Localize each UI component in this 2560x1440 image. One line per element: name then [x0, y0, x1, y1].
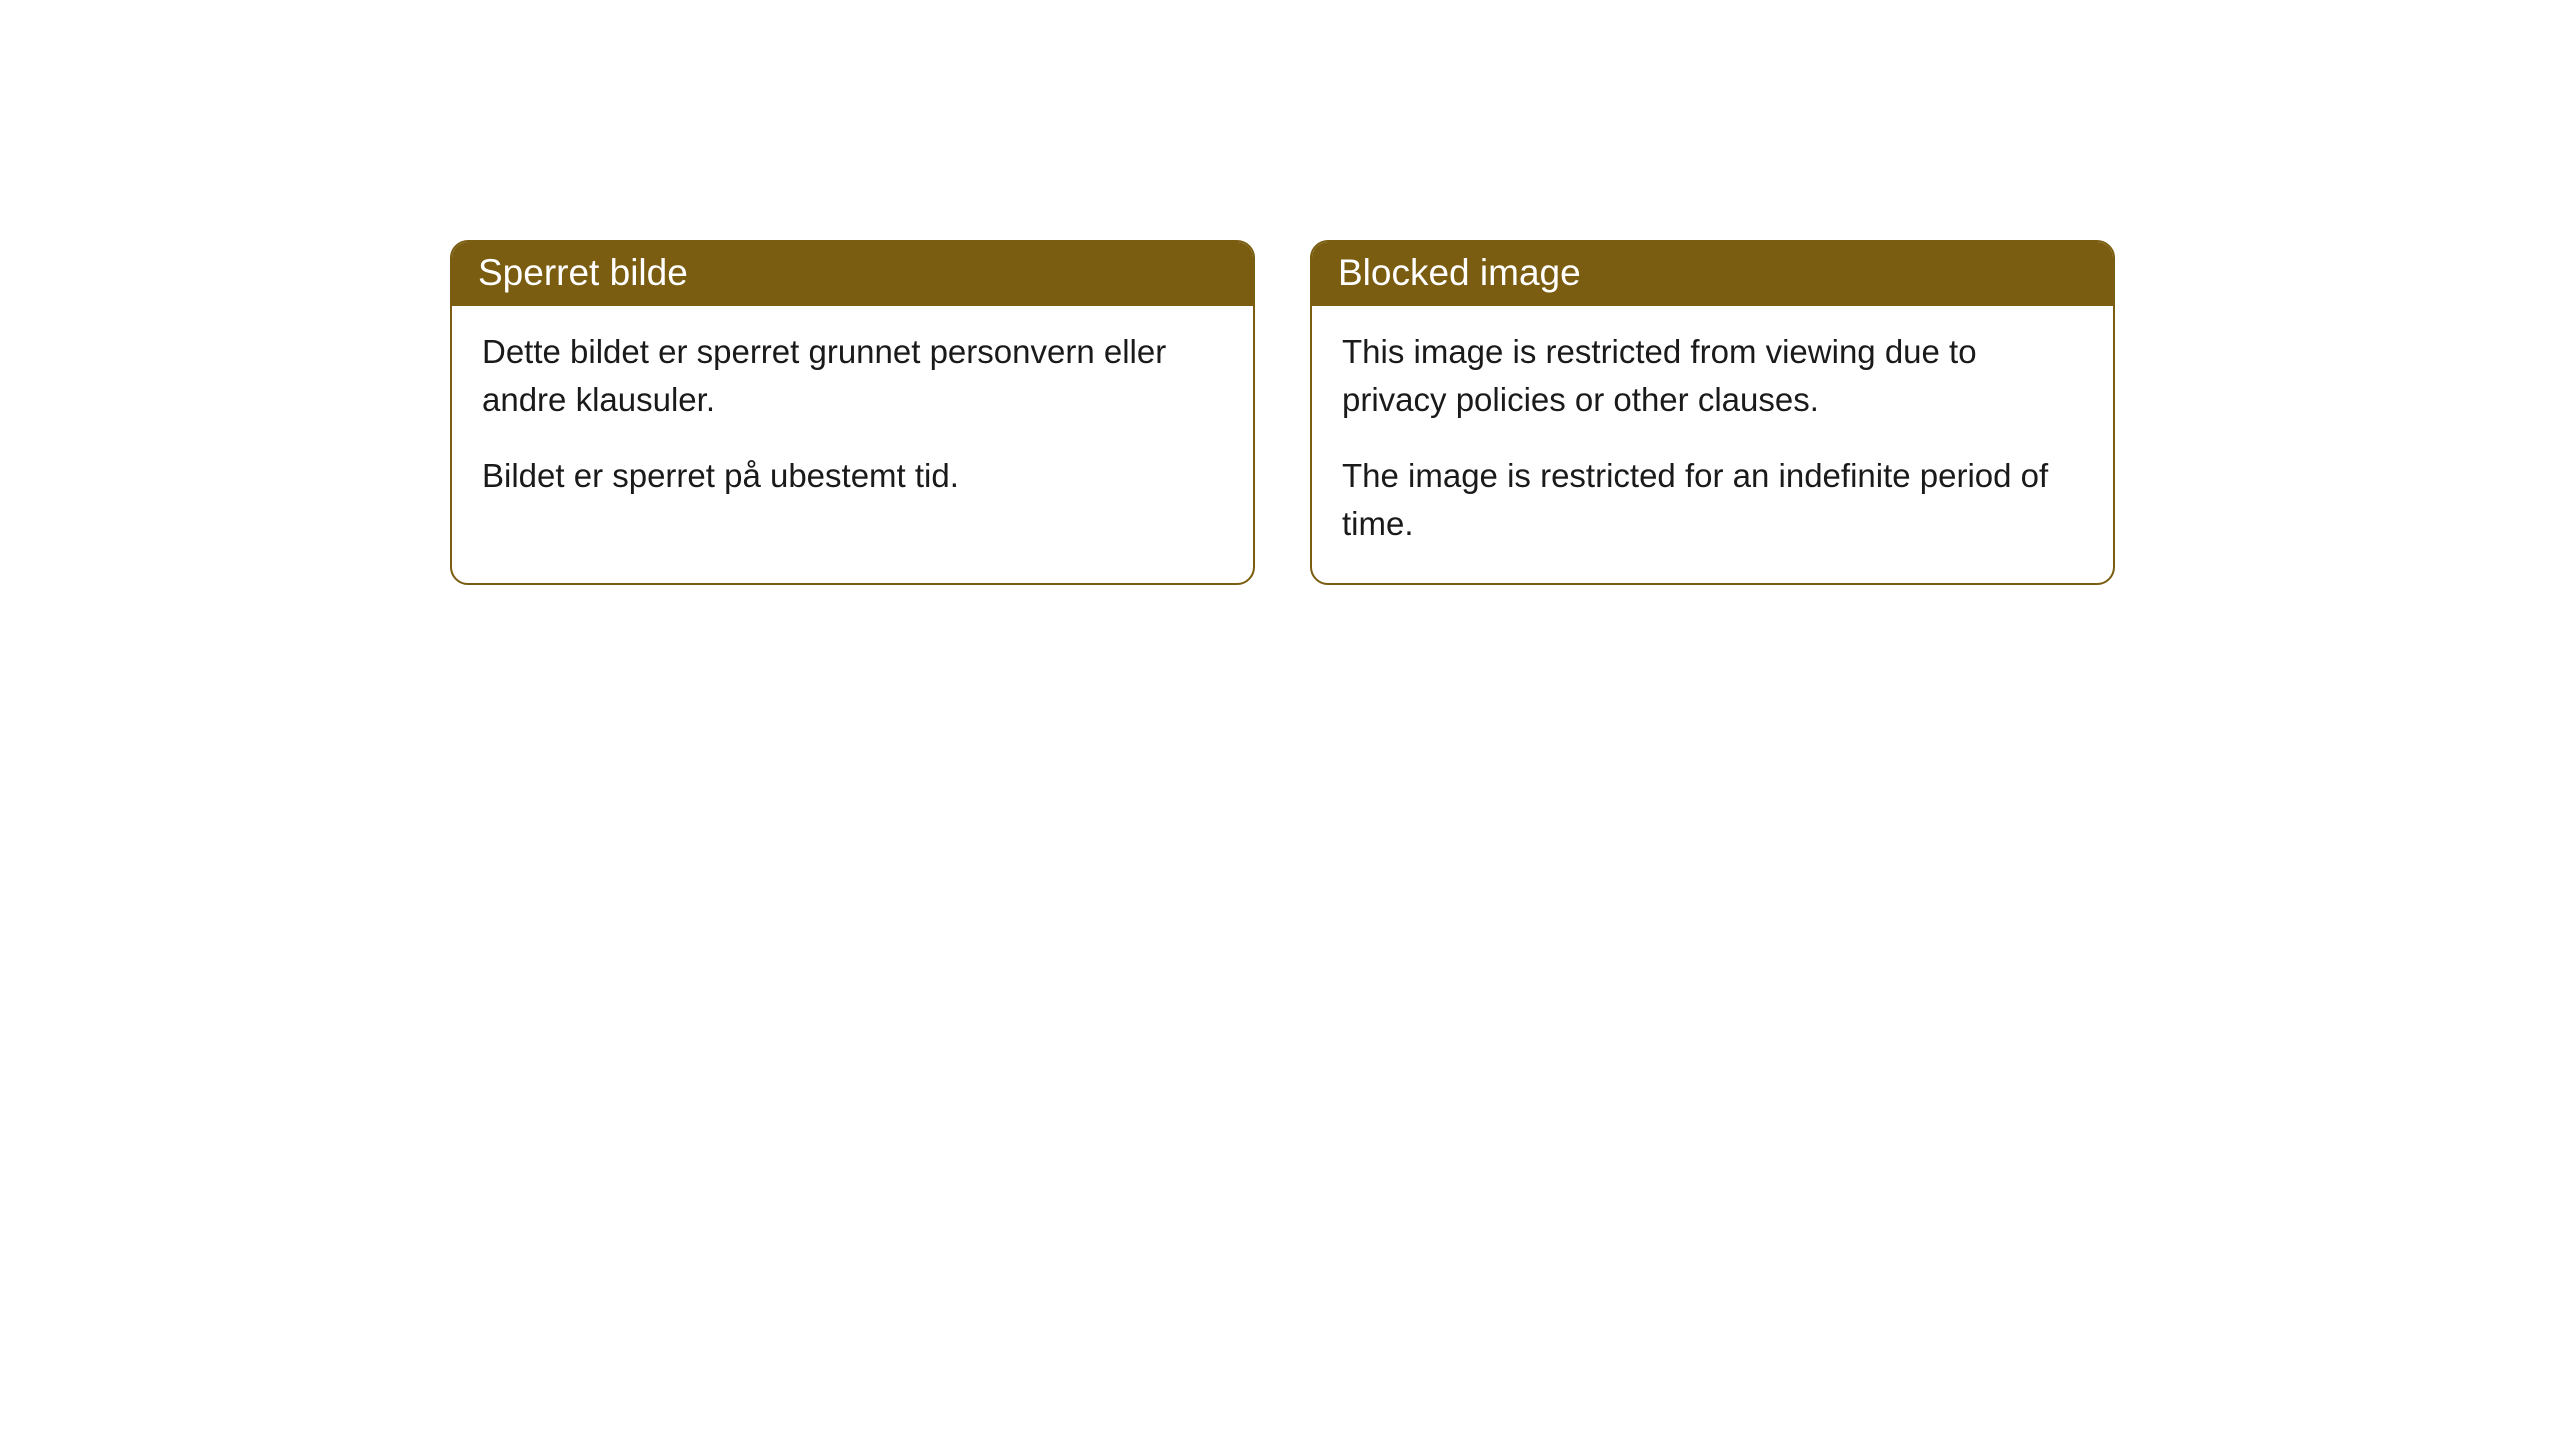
card-paragraph: This image is restricted from viewing du…	[1342, 328, 2083, 424]
card-paragraph: Dette bildet er sperret grunnet personve…	[482, 328, 1223, 424]
card-body: This image is restricted from viewing du…	[1312, 306, 2113, 583]
card-header: Sperret bilde	[452, 242, 1253, 306]
card-title: Sperret bilde	[478, 252, 688, 293]
card-paragraph: The image is restricted for an indefinit…	[1342, 452, 2083, 548]
card-header: Blocked image	[1312, 242, 2113, 306]
notice-container: Sperret bilde Dette bildet er sperret gr…	[450, 240, 2115, 585]
card-title: Blocked image	[1338, 252, 1581, 293]
card-paragraph: Bildet er sperret på ubestemt tid.	[482, 452, 1223, 500]
card-body: Dette bildet er sperret grunnet personve…	[452, 306, 1253, 536]
notice-card-english: Blocked image This image is restricted f…	[1310, 240, 2115, 585]
notice-card-norwegian: Sperret bilde Dette bildet er sperret gr…	[450, 240, 1255, 585]
